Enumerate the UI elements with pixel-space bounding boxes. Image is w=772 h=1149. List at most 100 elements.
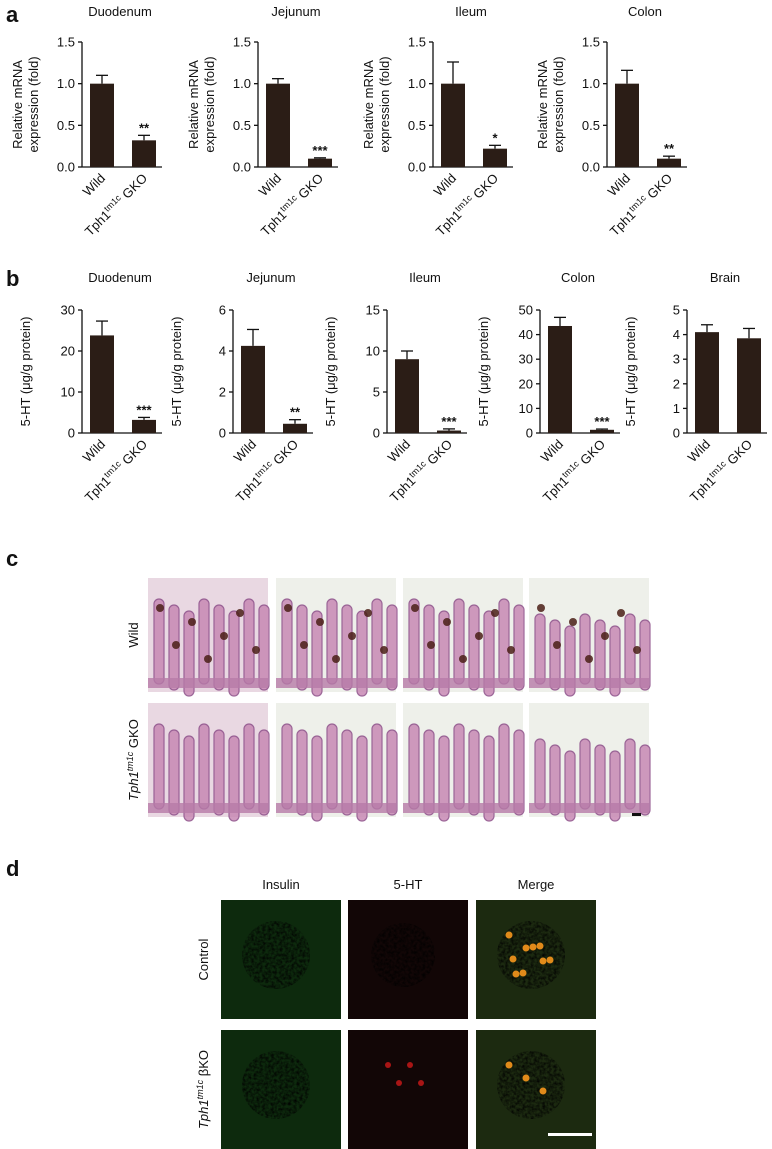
- y-axis-label: expression (fold): [202, 56, 217, 152]
- merge-spot: [505, 1061, 513, 1069]
- chart-title: Brain: [710, 270, 740, 285]
- suffix: GKO: [293, 171, 327, 205]
- significance: ***: [594, 414, 610, 429]
- fluorescence-image: [476, 1030, 596, 1149]
- villus: [438, 610, 450, 697]
- y-tick-label: 0: [219, 426, 226, 441]
- gene: Tph1: [196, 1099, 211, 1129]
- y-tick-label: 0.5: [233, 118, 251, 133]
- villus: [243, 723, 255, 810]
- histology-image: [529, 578, 651, 697]
- chart-title: Ileum: [409, 270, 441, 285]
- histology-image: [276, 703, 398, 822]
- bar: [132, 140, 156, 167]
- villus: [513, 604, 525, 691]
- histology-image: [148, 578, 270, 697]
- y-tick-label: 0: [68, 426, 75, 441]
- merge-spot: [529, 943, 537, 951]
- villus: [639, 744, 651, 816]
- stained-cell: [475, 632, 483, 640]
- significance: **: [139, 120, 150, 135]
- x-tick-label: Wild: [685, 437, 713, 465]
- stained-cell: [380, 646, 388, 654]
- villus: [549, 744, 561, 816]
- bar: [483, 148, 507, 167]
- stained-cell: [633, 646, 641, 654]
- x-tick-label: Wild: [231, 437, 259, 465]
- stained-cell: [491, 609, 499, 617]
- villus: [453, 598, 465, 685]
- column-title: Merge: [518, 877, 555, 892]
- y-tick-label: 10: [519, 401, 533, 416]
- villus: [213, 604, 225, 691]
- y-tick-label: 50: [519, 303, 533, 318]
- villus: [371, 723, 383, 810]
- y-tick-label: 20: [519, 376, 533, 391]
- significance: ***: [136, 402, 152, 417]
- y-tick-label: 0: [526, 426, 533, 441]
- y-tick-label: 30: [61, 303, 75, 318]
- fluorescence-image: [221, 1030, 341, 1149]
- stained-cell: [284, 604, 292, 612]
- histology-image: [403, 578, 525, 697]
- villus: [498, 723, 510, 810]
- villus: [258, 604, 270, 691]
- y-tick-label: 2: [673, 376, 680, 391]
- bar: [90, 335, 114, 433]
- villus: [468, 729, 480, 816]
- scale-bar: [632, 813, 641, 816]
- fluorescence-image: [348, 900, 468, 1019]
- panel-label: b: [6, 266, 19, 291]
- villus: [549, 619, 561, 691]
- y-tick-label: 1.0: [233, 76, 251, 91]
- muscle-layer: [276, 678, 396, 688]
- suffix: GKO: [268, 437, 302, 471]
- villus: [311, 610, 323, 697]
- bar: [441, 83, 465, 167]
- y-axis-label: Relative mRNA: [186, 60, 201, 149]
- significance: ***: [312, 143, 328, 158]
- villus: [228, 735, 240, 822]
- bar: [695, 332, 719, 433]
- y-tick-label: 1.5: [233, 35, 251, 50]
- villus: [483, 735, 495, 822]
- significance: **: [290, 405, 301, 420]
- villus: [168, 729, 180, 816]
- villus: [423, 729, 435, 816]
- x-tick-label: Wild: [605, 171, 633, 199]
- y-tick-label: 4: [673, 327, 680, 342]
- y-tick-label: 2: [219, 385, 226, 400]
- villus: [498, 598, 510, 685]
- villus: [258, 729, 270, 816]
- suffix: GKO: [422, 437, 456, 471]
- x-tick-label: Wild: [80, 171, 108, 199]
- stained-cell: [332, 655, 340, 663]
- stained-cell: [443, 618, 451, 626]
- villus: [579, 738, 591, 810]
- x-tick-label: Wild: [431, 171, 459, 199]
- bar: [437, 430, 461, 433]
- stained-cell: [427, 641, 435, 649]
- merge-spot: [536, 942, 544, 950]
- villus: [371, 598, 383, 685]
- stained-cell: [204, 655, 212, 663]
- stained-cell: [316, 618, 324, 626]
- villus: [453, 723, 465, 810]
- stained-cell: [601, 632, 609, 640]
- merge-spot: [509, 955, 517, 963]
- bar: [241, 345, 265, 433]
- y-tick-label: 0.0: [582, 160, 600, 175]
- chart-title: Duodenum: [88, 4, 152, 19]
- villus: [534, 738, 546, 810]
- y-tick-label: 1.0: [57, 76, 75, 91]
- suffix: GKO: [117, 437, 151, 471]
- image-bg: [348, 1030, 468, 1149]
- villus: [213, 729, 225, 816]
- stained-cell: [537, 604, 545, 612]
- sparse-5ht: [385, 1062, 391, 1068]
- panel-label: c: [6, 546, 18, 571]
- merge-spot: [539, 1087, 547, 1095]
- y-tick-label: 5: [373, 385, 380, 400]
- suffix: GKO: [468, 171, 502, 205]
- y-tick-label: 0: [673, 426, 680, 441]
